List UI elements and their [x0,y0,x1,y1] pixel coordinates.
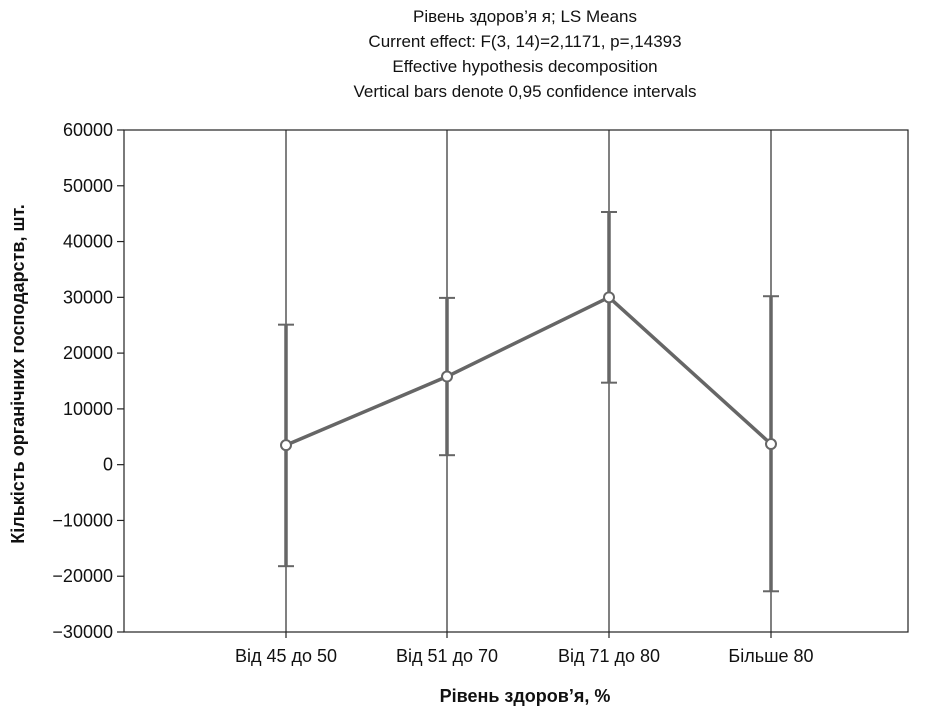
y-tick-label: 30000 [63,287,113,307]
series-means [280,291,777,452]
title-line-2: Current effect: F(3, 14)=2,1171, p=,1439… [368,32,681,51]
x-tick-labels: Від 45 до 50 Від 51 до 70 Від 71 до 80 Біль… [235,632,814,666]
gridlines [285,130,772,632]
chart-title: Рівень здоров’я я; LS Means Current effe… [353,7,696,101]
x-tick-label: Від 51 до 70 [396,646,498,666]
error-bars [278,210,779,593]
title-line-3: Effective hypothesis decomposition [392,57,657,76]
y-tick-label: −10000 [52,510,113,530]
x-tick-label: Від 71 до 80 [558,646,660,666]
mean-point-2 [441,370,453,383]
y-tick-labels: 60000 50000 40000 30000 20000 10000 0 −10000 −20… [52,120,124,642]
x-tick-label: Більше 80 [728,646,813,666]
title-line-1: Рівень здоров’я я; LS Means [413,7,637,26]
title-line-4: Vertical bars denote 0,95 confidence int… [353,82,696,101]
y-tick-label: 40000 [63,232,113,252]
axes [123,129,909,633]
plot-frame [123,129,909,633]
mean-point-3 [603,291,615,304]
x-axis-title: Рівень здоров’я, % [440,686,611,706]
x-tick-label: Від 45 до 50 [235,646,337,666]
means-line [285,295,773,447]
y-tick-label: 50000 [63,176,113,196]
y-tick-label: 10000 [63,399,113,419]
y-tick-label: −20000 [52,566,113,586]
y-tick-label: 0 [103,455,113,475]
y-tick-label: 20000 [63,343,113,363]
mean-point-1 [280,439,292,452]
y-tick-label: 60000 [63,120,113,140]
y-axis-title: Кількість органічних господарств, шт. [8,204,28,543]
y-tick-label: −30000 [52,622,113,642]
mean-point-4 [765,438,777,451]
